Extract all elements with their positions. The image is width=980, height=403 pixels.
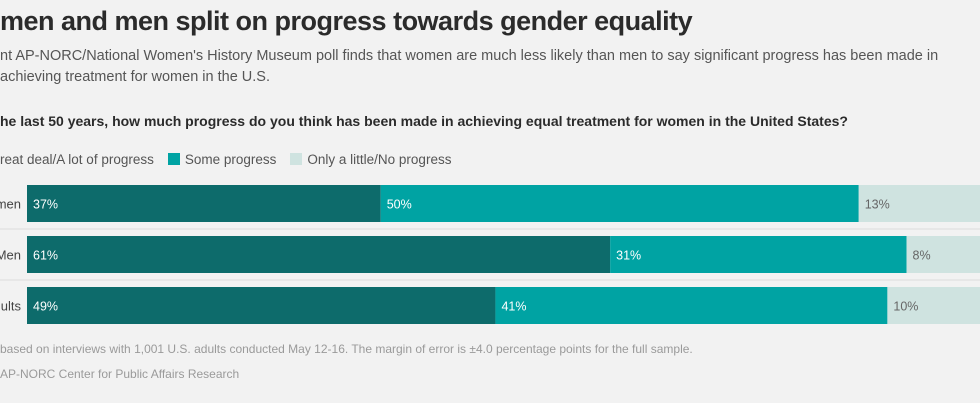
- bar-segment: [887, 287, 980, 324]
- data-label: 10%: [893, 300, 918, 314]
- bar-segment: [858, 185, 980, 222]
- bar-segment: [27, 185, 381, 222]
- data-label: 41%: [501, 300, 526, 314]
- bar-segment: [27, 236, 611, 273]
- chart-subtitle: nt AP-NORC/National Women's History Muse…: [0, 48, 939, 85]
- bar-segment: [610, 236, 907, 273]
- legend-item-little: Only a little/No progress: [290, 152, 451, 167]
- category-label: omen: [0, 197, 21, 212]
- legend: reat deal/A lot of progress Some progres…: [0, 150, 465, 168]
- data-label: 31%: [616, 249, 641, 263]
- data-label: 50%: [387, 198, 412, 212]
- chart-title: men and men split on progress towards ge…: [0, 6, 693, 36]
- data-label: 49%: [33, 300, 58, 314]
- survey-question: he last 50 years, how much progress do y…: [0, 113, 848, 129]
- legend-item-some: Some progress: [167, 151, 277, 167]
- chart-source: AP-NORC Center for Public Affairs Resear…: [0, 367, 240, 381]
- data-label: 8%: [913, 249, 931, 263]
- category-label: Men: [0, 248, 21, 263]
- legend-label: Only a little/No progress: [307, 151, 452, 167]
- bar-segment: [906, 236, 980, 273]
- legend-item-great-deal: reat deal/A lot of progress: [0, 152, 154, 167]
- bar-segment: [27, 287, 496, 324]
- data-label: 61%: [33, 249, 58, 263]
- bar-segment: [495, 287, 888, 324]
- data-label: 13%: [865, 198, 890, 212]
- legend-swatch: [167, 153, 180, 165]
- category-label: dults: [0, 299, 21, 314]
- legend-swatch: [290, 153, 303, 165]
- chart-note: based on interviews with 1,001 U.S. adul…: [0, 342, 693, 356]
- stacked-bar-chart: omen 37% 50% 13% Men 61% 31% 8% dults 49% 41% 10%: [0, 185, 980, 324]
- bar-segment: [380, 185, 859, 222]
- legend-label: reat deal/A lot of progress: [0, 151, 154, 167]
- data-label: 37%: [33, 198, 58, 212]
- legend-label: Some progress: [184, 151, 277, 167]
